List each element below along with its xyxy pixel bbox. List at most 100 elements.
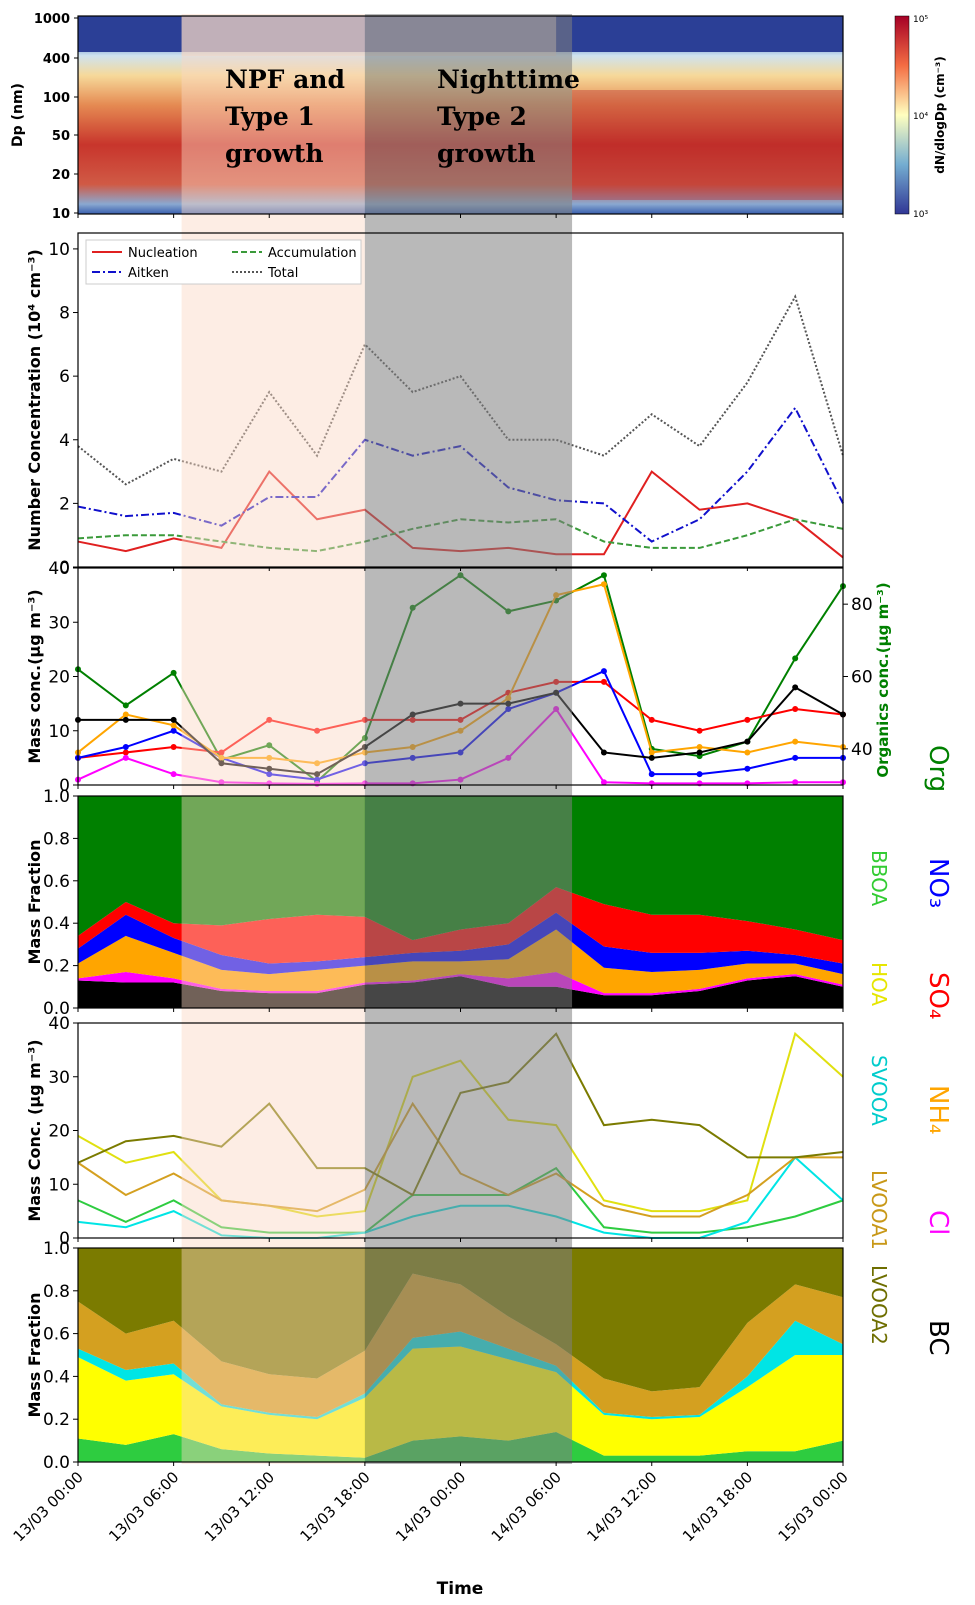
p2-ytick-label: 2 [59,494,70,514]
p3-point-bc [696,749,703,756]
p4-ylabel: Mass Fraction [25,840,44,965]
p3-point-org [266,742,273,749]
npf-annotation-line: growth [225,139,324,168]
p5-ylabel: Mass Conc. (μg m⁻³) [25,1039,44,1221]
side-label-no3: NO₃ [923,858,953,908]
p3-point-no3 [170,727,177,734]
npf-annotation-line: NPF and [225,65,345,94]
p3-point-nh4 [314,760,321,767]
p5-ytick-label: 10 [48,1175,70,1195]
p5-ytick-label: 0 [59,1229,70,1249]
p3-point-so4 [122,749,129,756]
p1-ylabel: Dp (nm) [10,83,26,147]
p6-area-lvooa1 [78,1273,843,1418]
p3-point-bc [744,738,751,745]
nighttime-annotation-line: growth [437,139,536,168]
p2-ytick-label: 6 [59,367,70,387]
p6-ytick-label: 0.6 [43,1325,70,1345]
p6-ytick-label: 1.0 [43,1239,70,1259]
p4-ytick-label: 0.2 [43,957,70,977]
x-axis-label: Time [437,1579,484,1599]
p2-ytick-label: 4 [59,431,70,451]
p3-point-org [170,669,177,676]
p2-legend-label: Accumulation [268,246,357,261]
colorbar-tick-label: 10⁴ [913,112,928,122]
p1-ytick-label: 50 [52,129,70,144]
p3-ytick-label: 0 [59,776,70,796]
nighttime-period-shade [364,14,573,1464]
xtick-label: 15/03 00:00 [775,1468,852,1545]
p4-ytick-label: 0.8 [43,829,70,849]
p3-point-so4 [696,727,703,734]
p6-area-lvooa2 [78,1248,843,1392]
p3-point-bc [170,716,177,723]
p3-point-so4 [170,744,177,751]
p3-point-bc [314,771,321,778]
p3-ylabel-right: Organics conc.(μg m⁻³) [874,582,892,777]
p2-ytick-label: 10 [48,240,70,260]
p3-point-org [600,572,607,579]
p3-ytick-label: 10 [48,722,70,742]
p3-point-cl [600,779,607,786]
p3-point-bc [648,754,655,761]
p5-ytick-label: 20 [48,1122,70,1142]
nighttime-annotation-line: Type 2 [437,102,527,131]
p3-ytick-right-label: 60 [851,668,873,688]
p3-point-bc [218,760,225,767]
xtick-label: 14/03 00:00 [392,1468,469,1545]
p3-point-nh4 [218,754,225,761]
p3-point-nh4 [600,581,607,588]
p4-area-no3 [78,912,843,975]
p1-ytick-label: 10 [52,207,70,222]
p3-point-so4 [600,678,607,685]
xtick-label: 14/03 18:00 [679,1468,756,1545]
p2-legend-label: Total [267,266,298,281]
xtick-label: 13/03 06:00 [105,1468,182,1545]
side-label-svooa: SVOOA [867,1055,891,1126]
p3-point-cl [122,754,129,761]
p3-point-no3 [648,771,655,778]
p2-legend-label: Aitken [128,266,169,281]
side-label-lvooa2: LVOOA2 [867,1265,891,1345]
p3-point-so4 [314,727,321,734]
p3-point-no3 [266,771,273,778]
p2-legend-box [85,239,362,285]
p1-ytick-label: 400 [43,52,70,67]
side-label-cl: Cl [923,1210,953,1235]
p4-ytick-label: 1.0 [43,787,70,807]
p3-point-so4 [744,716,751,723]
side-label-lvooa1: LVOOA1 [867,1170,891,1250]
side-label-hoa: HOA [867,962,891,1006]
p3-point-nh4 [122,711,129,718]
p3-point-so4 [792,706,799,713]
colorbar [894,15,910,215]
p3-point-org [792,655,799,662]
npf-period-shade [181,14,365,1464]
p3-ytick-label: 20 [48,668,70,688]
p2-ytick-label: 8 [59,304,70,324]
p5-ytick-label: 40 [48,1014,70,1034]
p3-point-nh4 [648,749,655,756]
p3-point-nh4 [696,744,703,751]
p3-point-no3 [600,668,607,675]
p4-ytick-label: 0.0 [43,999,70,1019]
p3-point-no3 [792,754,799,761]
p1-ytick-label: 20 [52,168,70,183]
p3-ytick-right-label: 40 [851,740,873,760]
p3-point-nh4 [744,749,751,756]
side-label-org: Org [923,745,953,792]
colorbar-label: dN/dlogDp (cm⁻³) [933,56,947,173]
p3-point-no3 [122,744,129,751]
p3-point-no3 [744,765,751,772]
p2-legend-label: Nucleation [128,246,198,261]
p5-ytick-label: 30 [48,1068,70,1088]
side-label-nh4: NH₄ [923,1085,953,1134]
p1-ytick-label: 1000 [34,12,70,27]
p4-area-so4 [78,887,843,964]
side-label-bc: BC [923,1320,953,1356]
xtick-label: 13/03 18:00 [296,1468,373,1545]
colorbar-tick-label: 10⁵ [913,15,928,25]
p3-point-no3 [696,771,703,778]
p3-point-cl [170,771,177,778]
